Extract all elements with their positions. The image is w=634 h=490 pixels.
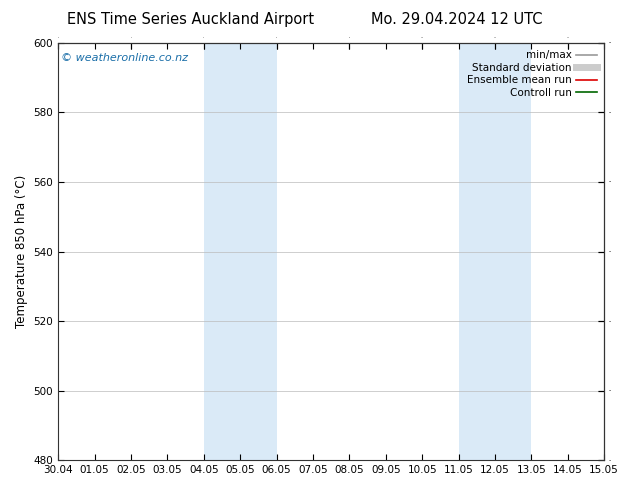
Text: ENS Time Series Auckland Airport: ENS Time Series Auckland Airport xyxy=(67,12,314,27)
Y-axis label: Temperature 850 hPa (°C): Temperature 850 hPa (°C) xyxy=(15,175,28,328)
Text: © weatheronline.co.nz: © weatheronline.co.nz xyxy=(61,53,188,63)
Legend: min/max, Standard deviation, Ensemble mean run, Controll run: min/max, Standard deviation, Ensemble me… xyxy=(465,48,599,100)
Text: Mo. 29.04.2024 12 UTC: Mo. 29.04.2024 12 UTC xyxy=(371,12,542,27)
Bar xyxy=(458,43,531,460)
Bar xyxy=(204,43,276,460)
